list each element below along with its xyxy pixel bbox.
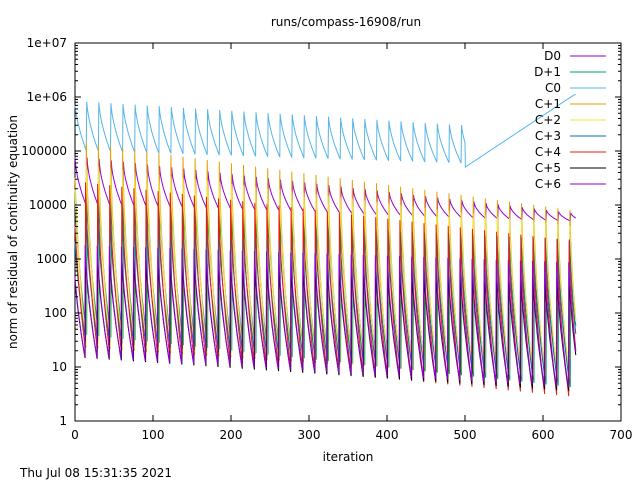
y-tick-label: 10	[52, 360, 67, 374]
legend-label: C+6	[535, 177, 561, 191]
series-layer	[74, 94, 577, 397]
x-tick-label: 200	[220, 428, 243, 442]
legend-label: C+4	[535, 145, 561, 159]
legend: D0 D+1 C0 C+1 C+2 C+3 C+4 C+5 C+6	[534, 49, 606, 191]
series-line-cplus6	[74, 245, 577, 388]
x-tick-label: 100	[142, 428, 165, 442]
x-tick-label: 500	[454, 428, 477, 442]
legend-label: C+3	[535, 129, 561, 143]
y-tick-label: 1	[59, 414, 67, 428]
x-axis-label: iteration	[323, 450, 374, 464]
series-line-d0	[74, 156, 577, 222]
timestamp: Thu Jul 08 15:31:35 2021	[20, 466, 172, 480]
legend-label: D0	[544, 49, 561, 63]
y-axis-label: norm of residual of continuity equation	[6, 115, 20, 349]
y-tick-label: 10000	[29, 198, 67, 212]
ticks-layer: 0 100 200 300 400 500 600 700 1 10 100 1000 10000 100…	[21, 36, 632, 442]
x-tick-label: 700	[610, 428, 633, 442]
legend-label: C+5	[535, 161, 561, 175]
legend-label: C0	[545, 81, 561, 95]
y-tick-label: 100000	[21, 144, 67, 158]
y-tick-label: 100	[44, 306, 67, 320]
legend-label: C+2	[535, 113, 561, 127]
legend-label: D+1	[534, 65, 561, 79]
y-tick-label: 1e+06	[27, 90, 67, 104]
x-tick-label: 0	[71, 428, 79, 442]
x-tick-label: 600	[532, 428, 555, 442]
x-tick-label: 400	[376, 428, 399, 442]
series-line-cplus2	[74, 165, 577, 378]
y-tick-label: 1000	[36, 252, 67, 266]
plot-area	[74, 42, 622, 422]
y-tick-label: 1e+07	[27, 36, 67, 50]
series-line-c0	[74, 94, 576, 168]
chart-title: runs/compass-16908/run	[271, 15, 421, 29]
legend-label: C+1	[535, 97, 561, 111]
x-tick-label: 300	[298, 428, 321, 442]
